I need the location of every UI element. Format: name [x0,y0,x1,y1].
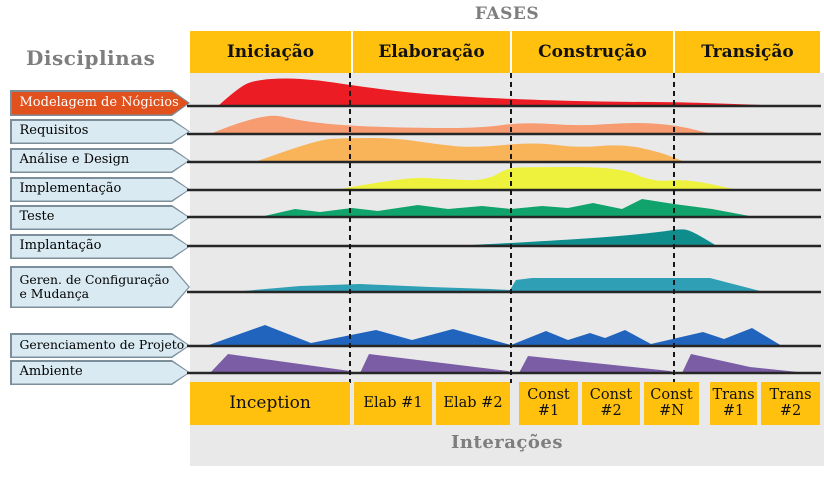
iteracoes-title: Interações [451,432,563,453]
fases-title: FASES [474,4,540,24]
iteration-elab-2: Elab #2 [436,382,510,425]
phase-transicao: Transição [675,31,820,73]
hump-geren-configuracao-mudanca [232,278,764,292]
hump-gerenciamento-de-projeto [206,325,782,346]
discipline-label-ambiente: Ambiente [10,360,190,385]
discipline-label-requisitos: Requisitos [10,119,190,144]
phase-iniciacao: Iniciação [190,31,351,73]
iteration-const-1: Const #1 [519,382,578,425]
iteration-const-n: Const #N [644,382,699,425]
discipline-label-gerenciamento-de-projeto: Gerenciamento de Projeto [10,333,190,358]
discipline-label-geren-configuracao-mudanca: Geren. de Configuração e Mudança [10,266,190,308]
hump-implementacao [335,167,738,190]
iteration-trans-1: Trans #1 [710,382,757,425]
hump-implantacao [453,229,717,246]
hump-ambiente [210,354,802,373]
hump-teste [260,199,755,217]
iteration-elab-1: Elab #1 [354,382,432,425]
disciplinas-title: Disciplinas [26,46,156,70]
phase-elaboracao: Elaboração [353,31,510,73]
hump-modelagem-de-nogicios [218,78,790,106]
hump-analise-e-design [255,138,685,162]
hump-requisitos [210,115,712,134]
discipline-label-implementacao: Implementação [10,177,190,202]
discipline-label-modelagem-de-nogicios: Modelagem de Nógicios [10,90,190,116]
iteration-const-2: Const #2 [582,382,640,425]
effort-humps-chart [187,73,821,383]
discipline-label-analise-e-design: Análise e Design [10,148,190,173]
phase-construcao: Construção [512,31,673,73]
iteration-inception: Inception [190,382,350,425]
discipline-label-implantacao: Implantação [10,234,190,259]
discipline-label-teste: Teste [10,205,190,230]
iteration-trans-2: Trans #2 [761,382,820,425]
